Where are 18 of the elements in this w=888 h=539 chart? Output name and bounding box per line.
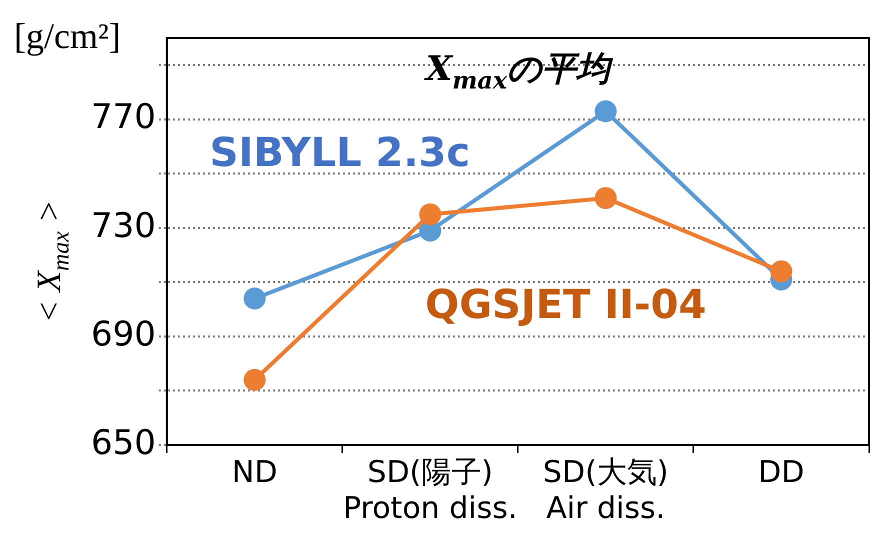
point: [244, 287, 266, 310]
x-tick-label: SD(陽子) Proton diss.: [342, 454, 518, 526]
point: [244, 368, 266, 391]
y-tick-label: 770: [90, 97, 156, 138]
y-tick-label: 730: [90, 206, 156, 246]
x-tick-label: ND: [232, 454, 278, 490]
x-tick-label: SD(大気) Air diss.: [542, 454, 668, 526]
series-label: QGSJET II-04: [425, 282, 706, 328]
point: [419, 203, 442, 226]
text: [g/cm²]: [14, 16, 121, 56]
y-tick-label: 650: [90, 422, 156, 463]
point: [770, 260, 792, 282]
point: [594, 187, 617, 210]
series-label: SIBYLL 2.3c: [210, 130, 470, 176]
y-axis-title: < Xmax >: [31, 200, 74, 324]
x-tick-label: DD: [758, 454, 804, 490]
point: [594, 100, 617, 122]
y-tick-label: 690: [90, 314, 156, 354]
